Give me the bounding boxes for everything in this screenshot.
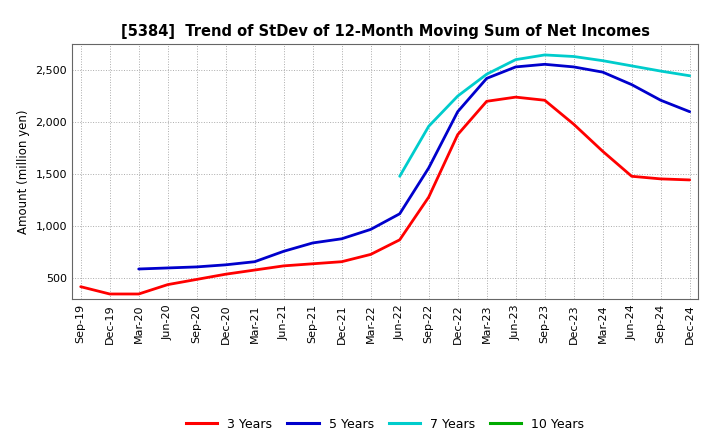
- 3 Years: [338, 259, 346, 264]
- Line: 3 Years: 3 Years: [81, 97, 690, 294]
- 5 Years: [192, 264, 201, 270]
- 3 Years: [279, 263, 288, 268]
- 3 Years: [395, 237, 404, 242]
- 3 Years: [570, 121, 578, 127]
- Y-axis label: Amount (million yen): Amount (million yen): [17, 110, 30, 234]
- 7 Years: [395, 174, 404, 179]
- 5 Years: [424, 165, 433, 171]
- 5 Years: [511, 64, 520, 70]
- 3 Years: [454, 132, 462, 137]
- 7 Years: [627, 63, 636, 69]
- 5 Years: [657, 98, 665, 103]
- 7 Years: [657, 69, 665, 74]
- 5 Years: [279, 249, 288, 254]
- 3 Years: [221, 271, 230, 277]
- Line: 7 Years: 7 Years: [400, 55, 690, 176]
- 5 Years: [598, 70, 607, 75]
- 5 Years: [251, 259, 259, 264]
- 3 Years: [192, 277, 201, 282]
- 5 Years: [221, 262, 230, 268]
- 3 Years: [598, 149, 607, 154]
- 3 Years: [251, 268, 259, 273]
- 5 Years: [163, 265, 172, 271]
- 5 Years: [135, 266, 143, 271]
- 3 Years: [163, 282, 172, 287]
- Title: [5384]  Trend of StDev of 12-Month Moving Sum of Net Incomes: [5384] Trend of StDev of 12-Month Moving…: [121, 24, 649, 39]
- 3 Years: [511, 95, 520, 100]
- 7 Years: [598, 58, 607, 63]
- 3 Years: [541, 98, 549, 103]
- 7 Years: [685, 73, 694, 78]
- 5 Years: [685, 109, 694, 114]
- Legend: 3 Years, 5 Years, 7 Years, 10 Years: 3 Years, 5 Years, 7 Years, 10 Years: [181, 413, 590, 436]
- 5 Years: [541, 62, 549, 67]
- 7 Years: [454, 93, 462, 99]
- 5 Years: [308, 240, 317, 246]
- 3 Years: [424, 194, 433, 200]
- Line: 5 Years: 5 Years: [139, 64, 690, 269]
- 5 Years: [338, 236, 346, 242]
- 3 Years: [105, 291, 114, 297]
- 5 Years: [454, 109, 462, 114]
- 3 Years: [135, 291, 143, 297]
- 7 Years: [541, 52, 549, 58]
- 3 Years: [366, 252, 375, 257]
- 7 Years: [570, 54, 578, 59]
- 5 Years: [366, 227, 375, 232]
- 3 Years: [685, 177, 694, 183]
- 3 Years: [657, 176, 665, 182]
- 7 Years: [511, 57, 520, 62]
- 3 Years: [627, 174, 636, 179]
- 5 Years: [482, 76, 491, 81]
- 7 Years: [482, 72, 491, 77]
- 5 Years: [570, 64, 578, 70]
- 3 Years: [76, 284, 85, 290]
- 5 Years: [627, 82, 636, 87]
- 3 Years: [308, 261, 317, 267]
- 7 Years: [424, 124, 433, 129]
- 3 Years: [482, 99, 491, 104]
- 5 Years: [395, 211, 404, 216]
